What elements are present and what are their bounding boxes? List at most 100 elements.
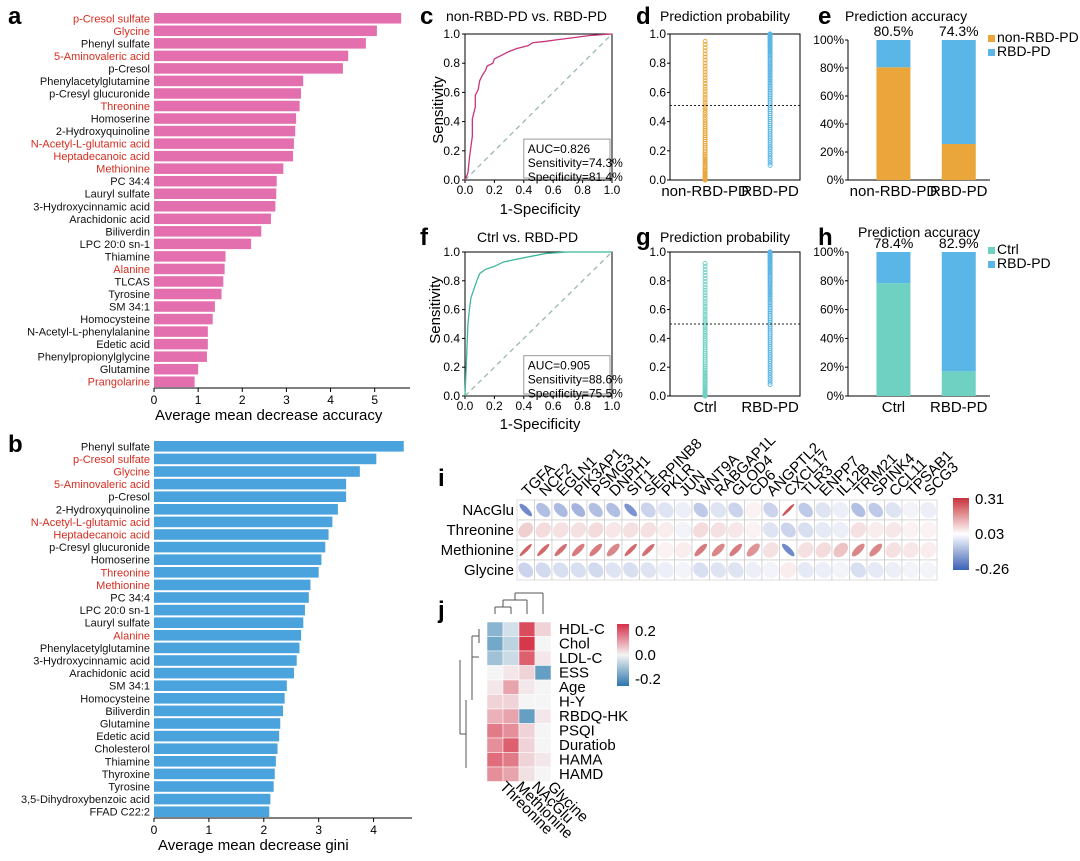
point-non-rbd-pd bbox=[702, 117, 708, 123]
panel-j-clustered-heatmap: HDL-CCholLDL-CESSAgeH-YRBDQ-HKPSQIDurati… bbox=[459, 592, 661, 842]
heat-cell bbox=[518, 737, 536, 753]
y-tick-label: 0.8 bbox=[649, 56, 666, 70]
point-rbd-pd bbox=[767, 298, 773, 304]
category-label-heptadecanoic-acid: Heptadecanoic acid bbox=[53, 151, 150, 163]
point-rbd-pd bbox=[767, 300, 773, 306]
category-label-tyrosine: Tyrosine bbox=[108, 782, 150, 794]
point-rbd-pd bbox=[767, 286, 773, 292]
x-tick-label: 0.6 bbox=[545, 183, 562, 197]
legend-swatch-non-rbd-pd bbox=[988, 35, 995, 42]
point-non-rbd-pd bbox=[702, 60, 708, 66]
category-label-ffad-c22-2: FFAD C22:2 bbox=[89, 807, 150, 819]
panel-letter-e: e bbox=[818, 3, 831, 30]
category-label-alanine: Alanine bbox=[113, 264, 150, 276]
category-label-arachidonic-acid: Arachidonic acid bbox=[69, 214, 150, 226]
correlation-ellipse bbox=[832, 561, 849, 579]
bar-alanine bbox=[154, 630, 302, 641]
point-non-rbd-pd bbox=[702, 97, 708, 103]
panel-c-title: non-RBD-PD vs. RBD-PD bbox=[446, 8, 607, 24]
panel-c-xlabel: 1-Specificity bbox=[500, 201, 581, 218]
heat-cell bbox=[486, 694, 504, 710]
point-non-rbd-pd bbox=[702, 114, 708, 120]
point-non-rbd-pd bbox=[702, 121, 708, 127]
category-label-threonine: Threonine bbox=[100, 567, 150, 579]
correlation-ellipse bbox=[622, 522, 639, 538]
category-label-glutamine: Glutamine bbox=[100, 364, 150, 376]
specificity-text: Specificity=81.4% bbox=[528, 170, 623, 184]
color-scale-bar bbox=[953, 498, 969, 570]
point-rbd-pd bbox=[767, 377, 773, 383]
row-label-psqi: PSQI bbox=[559, 723, 595, 740]
correlation-ellipse bbox=[762, 522, 779, 538]
bar-p-cresol bbox=[154, 63, 343, 74]
point-ctrl bbox=[702, 373, 708, 379]
correlation-ellipse bbox=[606, 502, 621, 518]
bar-segment-rbd-pd-rbd-pd bbox=[941, 40, 976, 145]
bar-prangolarine bbox=[154, 376, 195, 387]
point-ctrl bbox=[702, 372, 708, 378]
panel-e-title: Prediction accuracy bbox=[845, 8, 967, 24]
bar-homoserine bbox=[154, 113, 297, 124]
correlation-ellipse bbox=[745, 561, 762, 579]
heat-cell bbox=[502, 723, 520, 739]
point-rbd-pd bbox=[767, 303, 773, 309]
category-label-homoserine: Homoserine bbox=[91, 114, 150, 126]
category-label-thiamine: Thiamine bbox=[105, 756, 150, 768]
x-tick-label: 5 bbox=[371, 393, 378, 407]
correlation-ellipse bbox=[850, 562, 866, 578]
bar-methionine bbox=[154, 579, 311, 591]
color-scale-mid: 0.03 bbox=[975, 526, 1004, 543]
heat-cell bbox=[534, 737, 552, 753]
correlation-ellipse bbox=[727, 522, 744, 538]
point-rbd-pd bbox=[767, 74, 773, 80]
correlation-ellipse bbox=[623, 562, 639, 578]
y-tick-label: 0.2 bbox=[443, 360, 460, 374]
correlation-ellipse bbox=[605, 562, 622, 578]
x-tick-label: 0.0 bbox=[457, 183, 474, 197]
point-non-rbd-pd bbox=[702, 45, 708, 51]
point-ctrl bbox=[702, 267, 708, 273]
heat-cell bbox=[486, 679, 504, 695]
category-label-p-cresol: p-Cresol bbox=[108, 492, 150, 504]
correlation-ellipse bbox=[710, 562, 727, 578]
point-rbd-pd bbox=[767, 305, 773, 311]
accuracy-percent-label: 78.4% bbox=[874, 235, 914, 251]
bar-segment-non-rbd-pd-non-rbd-pd bbox=[876, 67, 911, 180]
bar-segment-ctrl-ctrl bbox=[876, 283, 911, 396]
point-rbd-pd bbox=[767, 292, 773, 298]
y-tick-label: 0.8 bbox=[443, 56, 460, 70]
y-tick-label: 0.2 bbox=[649, 360, 666, 374]
heat-cell bbox=[534, 694, 552, 710]
correlation-ellipse bbox=[762, 561, 779, 579]
x-tick-label: 3 bbox=[283, 393, 290, 407]
correlation-ellipse bbox=[763, 502, 779, 518]
bar-ffad-c22-2 bbox=[154, 806, 270, 817]
point-non-rbd-pd bbox=[702, 119, 708, 125]
point-rbd-pd bbox=[767, 155, 773, 161]
heat-cell bbox=[534, 621, 552, 637]
specificity-text: Specificity=75.5% bbox=[528, 387, 623, 401]
point-rbd-pd bbox=[767, 372, 773, 378]
category-label-pc-34-4: PC 34:4 bbox=[110, 176, 150, 188]
legend-swatch-rbd-pd bbox=[988, 261, 995, 268]
row-label-hamd: HAMD bbox=[559, 766, 603, 783]
heat-cell bbox=[486, 766, 504, 782]
point-non-rbd-pd bbox=[702, 161, 708, 167]
x-tick-label: 2 bbox=[260, 823, 267, 837]
correlation-ellipse bbox=[693, 562, 709, 578]
point-non-rbd-pd bbox=[702, 48, 708, 54]
point-non-rbd-pd bbox=[702, 112, 708, 118]
point-rbd-pd bbox=[767, 302, 773, 308]
row-label-threonine: Threonine bbox=[446, 522, 514, 539]
category-label-phenylpropionylglycine: Phenylpropionylglycine bbox=[37, 352, 150, 364]
heat-cell bbox=[518, 723, 536, 739]
correlation-ellipse bbox=[657, 502, 674, 518]
heat-cell bbox=[502, 766, 520, 782]
point-rbd-pd bbox=[767, 146, 773, 152]
y-tick-label: 0.6 bbox=[649, 85, 666, 99]
x-tick-label: 0.8 bbox=[574, 399, 591, 413]
point-ctrl bbox=[702, 295, 708, 301]
correlation-ellipse bbox=[762, 542, 779, 558]
correlation-ellipse bbox=[657, 561, 674, 579]
